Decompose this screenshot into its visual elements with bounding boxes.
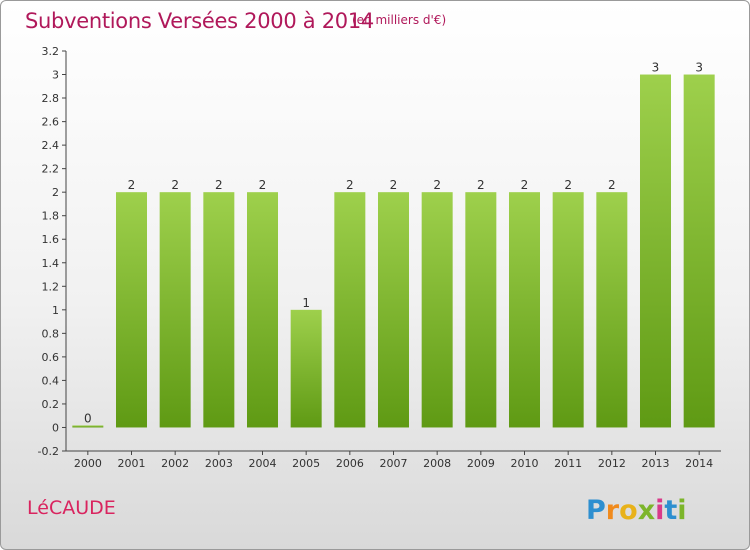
x-tick-label-2011: 2011	[554, 457, 582, 470]
y-tick-label: 3	[52, 69, 59, 82]
commune-name: LéCAUDE	[27, 497, 116, 519]
data-label-2013: 3	[652, 61, 660, 75]
chart-title: Subventions Versées 2000 à 2014	[25, 9, 374, 33]
y-tick-label: 0.6	[42, 351, 60, 364]
data-label-2010: 2	[521, 178, 529, 192]
data-label-2000: 0	[84, 411, 92, 425]
x-tick-label-2005: 2005	[292, 457, 320, 470]
x-tick-label-2014: 2014	[685, 457, 713, 470]
y-tick-label: 2.2	[42, 163, 60, 176]
bar-2009	[465, 192, 497, 428]
y-tick-label: 2	[52, 186, 59, 199]
data-label-2008: 2	[433, 178, 441, 192]
x-tick-label-2007: 2007	[380, 457, 408, 470]
x-tick-label-2009: 2009	[467, 457, 495, 470]
data-label-2001: 2	[128, 178, 136, 192]
data-label-2002: 2	[171, 178, 179, 192]
bar-2001	[116, 192, 147, 428]
x-tick-label-2002: 2002	[161, 457, 189, 470]
proxiti-logo: Proxiti	[586, 495, 687, 526]
bar-2008	[421, 192, 453, 428]
data-label-2006: 2	[346, 178, 354, 192]
y-tick-label: 1.4	[42, 257, 60, 270]
bar-2004	[247, 192, 278, 428]
y-tick-label: 0	[52, 421, 59, 434]
data-label-2012: 2	[608, 178, 616, 192]
bars: 0 2 2 2 2 1 2 2 2 2 2 2 2 3 3	[72, 61, 715, 428]
x-tick-label-2006: 2006	[336, 457, 364, 470]
bar-2003	[203, 192, 235, 428]
x-tick-label-2004: 2004	[249, 457, 277, 470]
bar-2013	[640, 74, 671, 428]
x-tick-label-2003: 2003	[205, 457, 233, 470]
x-axis: 2000 2001 2002 2003 2004 2005 2006 2007 2008 2009…	[66, 450, 721, 470]
x-tick-label-2012: 2012	[598, 457, 626, 470]
y-tick-label: 0.4	[42, 374, 60, 387]
y-tick-label: 2.4	[42, 139, 60, 152]
data-label-2014: 3	[695, 61, 703, 75]
bar-2006	[334, 192, 366, 428]
data-label-2007: 2	[390, 178, 398, 192]
y-axis: -0.2 0 0.2 0.4 0.6 0.8 1 1.2 1.4 1.6 1.8 2 2.2 2.4 2.6…	[38, 45, 67, 458]
data-label-2009: 2	[477, 178, 485, 192]
y-tick-label: 1	[52, 304, 59, 317]
data-label-2004: 2	[259, 178, 267, 192]
bar-2012	[596, 192, 628, 428]
unit-label: (en milliers d'€)	[352, 13, 447, 27]
x-tick-label-2010: 2010	[511, 457, 539, 470]
y-tick-label: -0.2	[38, 445, 59, 458]
y-tick-label: 1.2	[42, 280, 60, 293]
y-tick-label: 3.2	[42, 45, 60, 58]
x-tick-label-2008: 2008	[423, 457, 451, 470]
y-tick-label: 1.6	[42, 233, 60, 246]
data-label-2011: 2	[564, 178, 572, 192]
bar-2011	[552, 192, 584, 428]
y-tick-label: 0.8	[42, 327, 60, 340]
bar-2014	[683, 74, 715, 428]
x-tick-label-2013: 2013	[642, 457, 670, 470]
bar-2005	[290, 309, 322, 428]
y-tick-label: 2.8	[42, 92, 60, 105]
bar-2010	[509, 192, 540, 428]
y-tick-label: 0.2	[42, 398, 60, 411]
y-tick-label: 1.8	[42, 210, 60, 223]
bar-2002	[159, 192, 191, 428]
x-tick-label-2000: 2000	[74, 457, 102, 470]
y-tick-label: 2.6	[42, 116, 60, 129]
bar-2000	[72, 425, 104, 428]
data-label-2003: 2	[215, 178, 223, 192]
bar-2007	[378, 192, 409, 428]
data-label-2005: 1	[302, 296, 310, 310]
svg-text:Proxiti: Proxiti	[586, 495, 687, 526]
x-tick-label-2001: 2001	[118, 457, 146, 470]
